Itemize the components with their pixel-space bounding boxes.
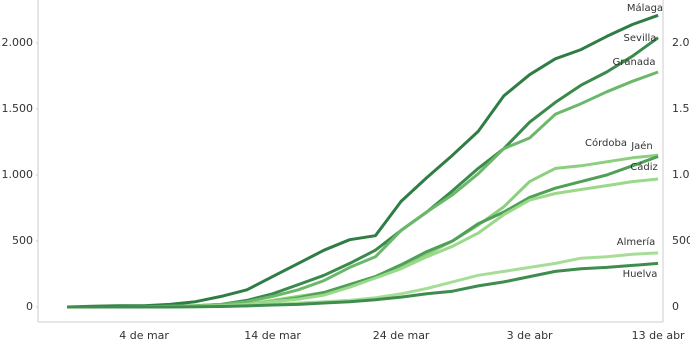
- series-label: Granada: [613, 57, 656, 68]
- series-line: [67, 177, 659, 309]
- series-label: Cádiz: [630, 161, 658, 173]
- y2-tick-label: 0: [672, 300, 679, 313]
- series-label: Almería: [617, 236, 656, 248]
- series-line: [67, 36, 659, 309]
- y-tick-label: 1.000: [2, 168, 34, 181]
- x-tick-label: 13 de abr: [632, 329, 685, 342]
- series-line: [67, 261, 659, 309]
- series-label: Málaga: [627, 2, 663, 14]
- series-label: Jaén: [630, 140, 653, 152]
- y2-tick-label: 1.500: [672, 102, 690, 115]
- series-label: Córdoba: [585, 137, 627, 149]
- x-tick-label: 24 de mar: [373, 329, 430, 342]
- series-line: [67, 155, 659, 309]
- y-tick-label: 2.000: [2, 36, 34, 49]
- y2-tick-label: 500: [672, 234, 690, 247]
- series-label: Sevilla: [624, 33, 657, 44]
- y-tick-label: 1.500: [2, 102, 34, 115]
- x-tick-label: 3 de abr: [507, 329, 553, 342]
- x-tick-label: 4 de mar: [119, 329, 169, 342]
- y2-tick-label: 1.000: [672, 168, 690, 181]
- x-tick-label: 14 de mar: [244, 329, 301, 342]
- series-label: Huelva: [623, 269, 658, 280]
- y-tick-label: 0: [26, 300, 33, 313]
- series-line: [67, 70, 659, 309]
- series-line: [67, 153, 659, 309]
- y-tick-label: 500: [12, 234, 33, 247]
- y2-tick-label: 2.000: [672, 36, 690, 49]
- series-line: [66, 13, 659, 309]
